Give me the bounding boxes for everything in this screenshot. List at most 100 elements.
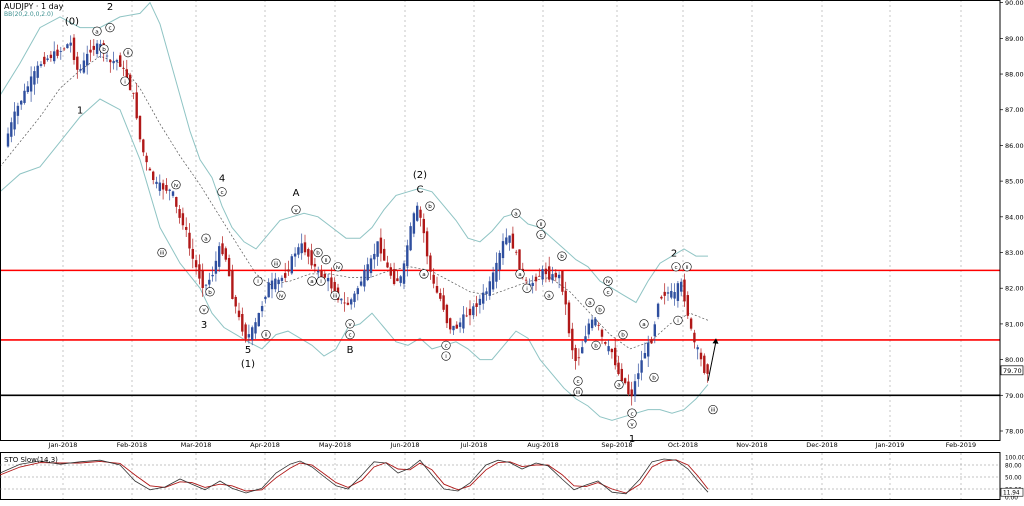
candle-body xyxy=(76,56,79,70)
candle-body xyxy=(567,302,571,334)
y-tick-label: 78.00 xyxy=(1005,428,1024,436)
x-tick-label: Sep-2018 xyxy=(601,441,632,449)
candle-body xyxy=(551,274,554,281)
candle-body xyxy=(561,270,564,292)
wave-label-circle xyxy=(585,297,595,308)
candle-body xyxy=(495,262,498,282)
wave-label: c xyxy=(674,265,677,271)
wave-label: b xyxy=(621,333,625,339)
wave-label: b xyxy=(208,290,212,296)
candle-body xyxy=(574,347,577,361)
wave-label-circle xyxy=(536,230,546,240)
candle-body xyxy=(188,232,191,249)
candle-body xyxy=(620,368,623,382)
y-tick-label: 86.00 xyxy=(1005,142,1024,150)
wave-label: b xyxy=(102,47,106,53)
candle-body xyxy=(251,327,254,340)
candle-body xyxy=(264,296,267,300)
candle-body xyxy=(330,277,333,289)
wave-label: a xyxy=(422,272,425,278)
candle-body xyxy=(584,336,587,343)
wave-label-circle xyxy=(441,351,451,361)
candle-body xyxy=(680,281,683,292)
candle-body xyxy=(49,54,53,58)
candle-body xyxy=(518,249,521,270)
candle-body xyxy=(482,292,485,304)
candle-body xyxy=(72,37,76,60)
candle-body xyxy=(171,191,175,196)
wave-label-circle xyxy=(316,276,326,286)
candle-body xyxy=(604,342,607,344)
wave-labels-layer: (0)21435(1)AB(2)C21acbiiiiviiicabviiiiii… xyxy=(65,2,719,445)
wave-label: i xyxy=(320,279,322,285)
wave-label: C xyxy=(417,184,424,195)
candle-body xyxy=(650,339,653,344)
chart-title: AUDJPY · 1 day xyxy=(4,2,64,11)
candle-body xyxy=(435,286,439,293)
wave-label: (1) xyxy=(241,359,255,370)
wave-label: 2 xyxy=(671,249,677,260)
candle-body xyxy=(508,235,511,243)
wave-label-circle xyxy=(261,330,271,340)
wave-label: a xyxy=(95,29,98,35)
candle-body xyxy=(511,233,515,249)
wave-label-circle xyxy=(639,319,649,329)
candle-body xyxy=(86,53,89,66)
candle-body xyxy=(56,49,59,56)
candle-body xyxy=(369,258,373,274)
wave-label-circle xyxy=(313,247,323,258)
wave-label-circle xyxy=(618,330,628,340)
candle-body xyxy=(402,263,406,284)
candle-body xyxy=(290,256,293,274)
wave-label: b xyxy=(316,251,320,257)
candle-body xyxy=(491,272,495,290)
candle-body xyxy=(676,283,680,301)
wave-label-circle xyxy=(614,379,624,390)
candle-body xyxy=(247,334,251,338)
candle-body xyxy=(617,362,620,375)
candle-body xyxy=(449,318,452,330)
wave-label-circle xyxy=(123,48,133,58)
wave-label-circle xyxy=(649,372,659,383)
candle-body xyxy=(485,291,488,294)
candle-body xyxy=(412,213,416,234)
candle-body xyxy=(577,357,581,359)
y-tick-label: 85.00 xyxy=(1005,178,1024,186)
candle-body xyxy=(320,270,323,278)
current-price-box xyxy=(1000,365,1024,376)
candle-body xyxy=(396,278,399,282)
candle-body xyxy=(284,273,287,278)
wave-label-circle xyxy=(573,387,583,397)
wave-label-circle xyxy=(595,305,605,315)
candle-body xyxy=(439,292,442,299)
wave-label: ii xyxy=(539,222,543,228)
candle-body xyxy=(455,324,458,329)
candle-body xyxy=(165,184,168,191)
wave-label-circle xyxy=(708,404,718,415)
candle-body xyxy=(287,269,290,272)
wave-label: iii xyxy=(576,390,581,396)
candle-body xyxy=(95,43,99,54)
wave-label-circle xyxy=(419,269,429,279)
candle-body xyxy=(571,328,574,351)
candle-body xyxy=(274,278,277,290)
wave-label: b xyxy=(428,204,432,210)
wave-label-circle xyxy=(544,290,554,300)
wave-label-circle xyxy=(627,419,637,429)
candle-body xyxy=(630,389,633,397)
candle-body xyxy=(105,55,109,57)
candle-body xyxy=(277,279,280,285)
wave-label-circle xyxy=(441,340,451,350)
wave-label-circle xyxy=(120,76,130,86)
x-tick-label: Jan-2019 xyxy=(875,441,905,449)
candle-body xyxy=(270,280,274,290)
x-tick-label: May-2018 xyxy=(319,441,351,449)
wave-label-circle xyxy=(557,251,567,261)
oscillator-k-line xyxy=(0,458,709,495)
x-tick-label: Jul-2018 xyxy=(460,441,488,449)
candle-body xyxy=(647,342,650,357)
candle-body xyxy=(614,347,617,366)
candle-body xyxy=(36,65,39,78)
candle-body xyxy=(399,276,402,283)
